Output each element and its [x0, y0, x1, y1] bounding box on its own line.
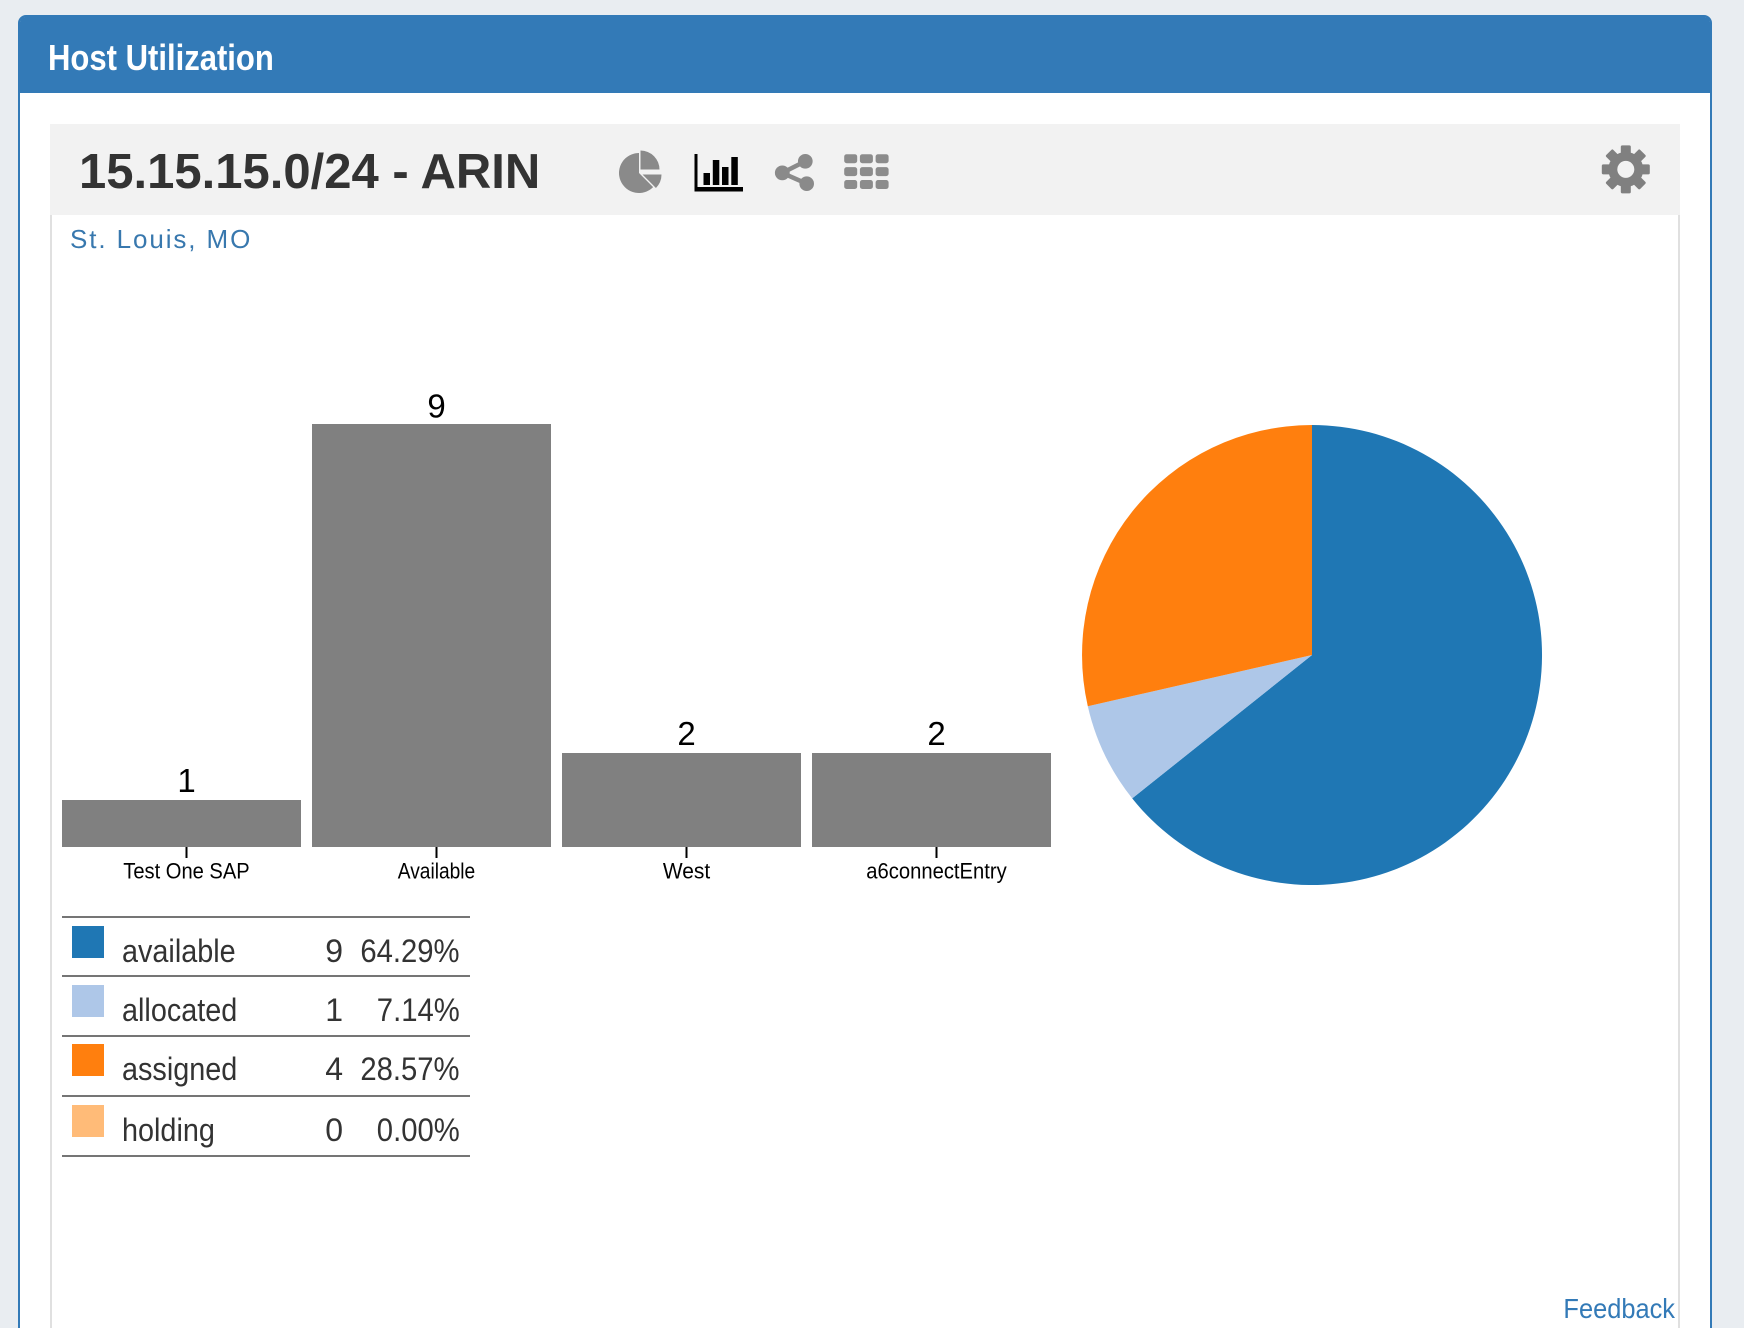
svg-text:9: 9 — [427, 388, 445, 425]
svg-text:1: 1 — [177, 762, 195, 799]
svg-text:2: 2 — [927, 715, 945, 752]
svg-text:Available: Available — [398, 859, 475, 884]
svg-text:2: 2 — [677, 715, 695, 752]
svg-text:West: West — [663, 859, 710, 884]
svg-text:a6connectEntry: a6connectEntry — [866, 859, 1006, 884]
svg-text:Test One SAP: Test One SAP — [123, 859, 249, 884]
